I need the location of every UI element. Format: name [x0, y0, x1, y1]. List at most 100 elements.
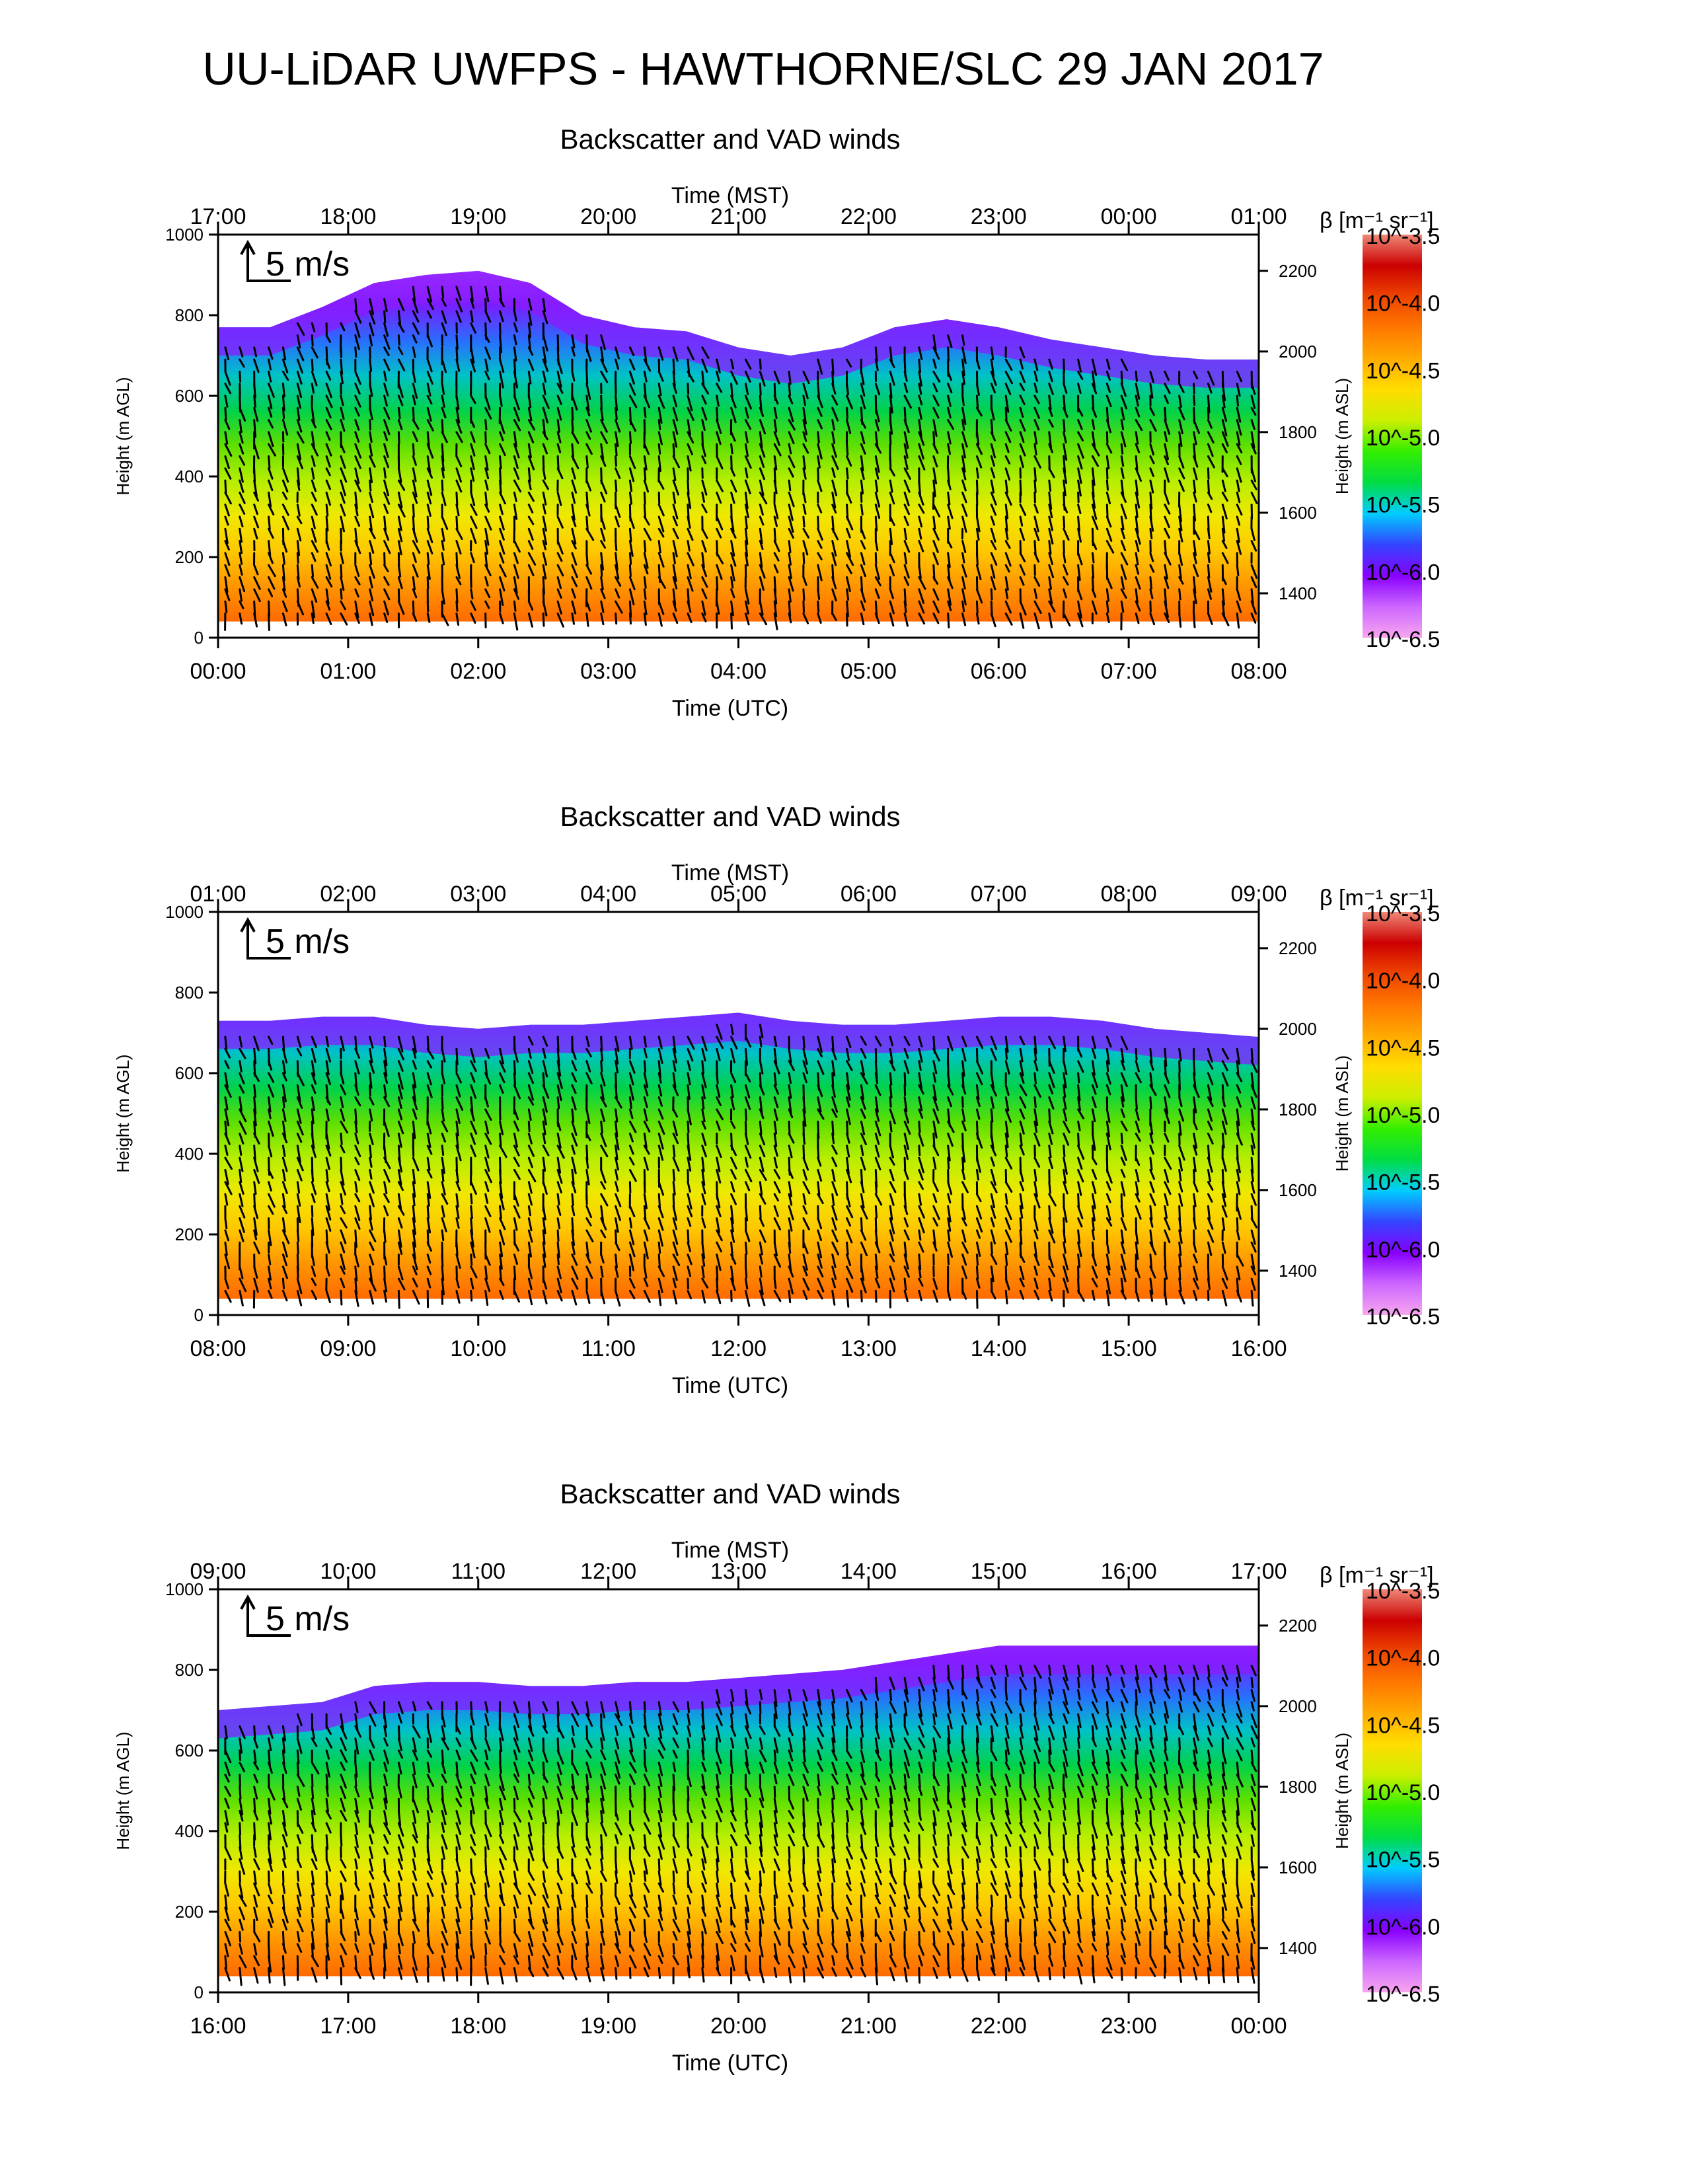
x-tick-label: 16:00	[1230, 1336, 1287, 1361]
wind-vector	[1092, 578, 1093, 592]
wind-vector	[774, 529, 775, 541]
wind-vector	[370, 1920, 371, 1931]
wind-vector	[500, 1751, 501, 1764]
wind-vector	[1136, 1775, 1137, 1788]
y-tick-label: 1000	[165, 225, 204, 245]
wind-vector	[717, 1871, 718, 1882]
wind-vector	[789, 1702, 790, 1715]
wind-vector	[833, 1194, 834, 1205]
wind-vector	[370, 359, 371, 371]
wind-vector	[254, 1049, 256, 1063]
wind-vector	[486, 553, 487, 567]
y-tick-label: 0	[194, 628, 204, 648]
wind-vector	[731, 1291, 732, 1300]
wind-vector	[948, 1835, 949, 1845]
wind-vector	[847, 480, 848, 494]
wind-vector	[1078, 517, 1080, 531]
wind-vector	[572, 1908, 573, 1924]
wind-vector	[1078, 1799, 1079, 1815]
wind-vector	[745, 1121, 746, 1135]
wind-vector	[731, 1134, 732, 1150]
wind-vector	[905, 1279, 906, 1290]
y-tick-label: 400	[175, 467, 204, 486]
wind-vector	[500, 1158, 501, 1174]
wind-vector	[269, 1049, 270, 1065]
wind-vector	[1078, 1255, 1080, 1267]
wind-vector	[934, 1037, 935, 1053]
wind-vector	[818, 1908, 819, 1917]
wind-vector	[644, 1835, 646, 1848]
top-tick-label: 07:00	[971, 882, 1027, 907]
wind-vector	[240, 1775, 241, 1786]
y2-tick-label: 2200	[1279, 261, 1317, 281]
wind-vector	[283, 1037, 284, 1053]
y-tick-label: 600	[175, 1063, 204, 1083]
colorbar-tick-label: 10^-4.0	[1366, 969, 1440, 994]
wind-vector	[1064, 359, 1065, 372]
wind-vector	[1064, 1944, 1065, 1958]
wind-vector	[804, 1726, 805, 1740]
wind-vector	[500, 1739, 502, 1751]
y2-tick-label: 1600	[1279, 1180, 1317, 1200]
wind-vector	[413, 444, 414, 455]
wind-vector	[471, 1908, 472, 1919]
wind-vector	[702, 432, 703, 446]
wind-vector	[919, 1968, 920, 1982]
wind-vector	[919, 1775, 920, 1788]
wind-vector	[818, 601, 819, 612]
wind-vector	[326, 505, 328, 515]
wind-vector	[847, 589, 848, 600]
wind-vector	[1049, 1666, 1051, 1675]
wind-vector	[240, 396, 241, 412]
wind-vector	[254, 1098, 256, 1114]
wind-vector	[1049, 1871, 1050, 1885]
colorbar-tick-label: 10^-6.5	[1366, 627, 1440, 652]
wind-vector	[789, 384, 790, 395]
wind-vector	[688, 1787, 689, 1800]
wind-vector	[948, 1255, 949, 1264]
wind-vector	[804, 1896, 805, 1907]
wind-vector	[297, 565, 299, 579]
wind-vector	[341, 589, 342, 599]
wind-vector	[457, 1883, 458, 1897]
wind-vector	[442, 287, 443, 297]
wind-vector	[688, 1279, 689, 1289]
wind-vector	[471, 1860, 472, 1873]
wind-vector	[919, 1146, 920, 1155]
wind-vector	[225, 408, 226, 420]
wind-vector	[529, 1956, 530, 1970]
y-tick-label: 1000	[165, 902, 204, 922]
wind-vector	[717, 408, 718, 420]
colorbar-tick-label: 10^-4.0	[1366, 291, 1440, 317]
y-axis-label: Height (m AGL)	[113, 377, 133, 495]
wind-vector	[1092, 1230, 1094, 1240]
wind-vector	[283, 1098, 284, 1108]
x-tick-label: 00:00	[190, 659, 246, 684]
x-tick-label: 11:00	[581, 1336, 636, 1361]
x-tick-label: 03:00	[580, 659, 636, 684]
y-tick-label: 200	[175, 1224, 204, 1244]
wind-vector	[717, 541, 718, 556]
wind-vector	[890, 408, 891, 423]
wind-vector	[1020, 1847, 1021, 1856]
wind-vector	[558, 1098, 559, 1108]
wind-vector	[1020, 1230, 1022, 1244]
wind-vector	[254, 1823, 255, 1840]
wind-vector	[977, 1690, 978, 1701]
wind-vector	[514, 601, 515, 611]
wind-vector	[876, 1847, 877, 1856]
wind-vector	[283, 565, 284, 580]
wind-vector	[1020, 480, 1021, 495]
wind-vector	[616, 1908, 617, 1920]
wind-vector	[370, 396, 371, 410]
wind-vector	[514, 1037, 515, 1051]
wind-vector	[543, 613, 544, 626]
wind-vector	[1006, 1690, 1007, 1700]
wind-vector	[1078, 1751, 1080, 1761]
wind-vector	[356, 299, 357, 313]
wind-vector	[847, 1182, 848, 1199]
wind-vector	[471, 1811, 472, 1825]
wind-vector	[861, 1219, 862, 1231]
wind-vector	[890, 1121, 891, 1131]
